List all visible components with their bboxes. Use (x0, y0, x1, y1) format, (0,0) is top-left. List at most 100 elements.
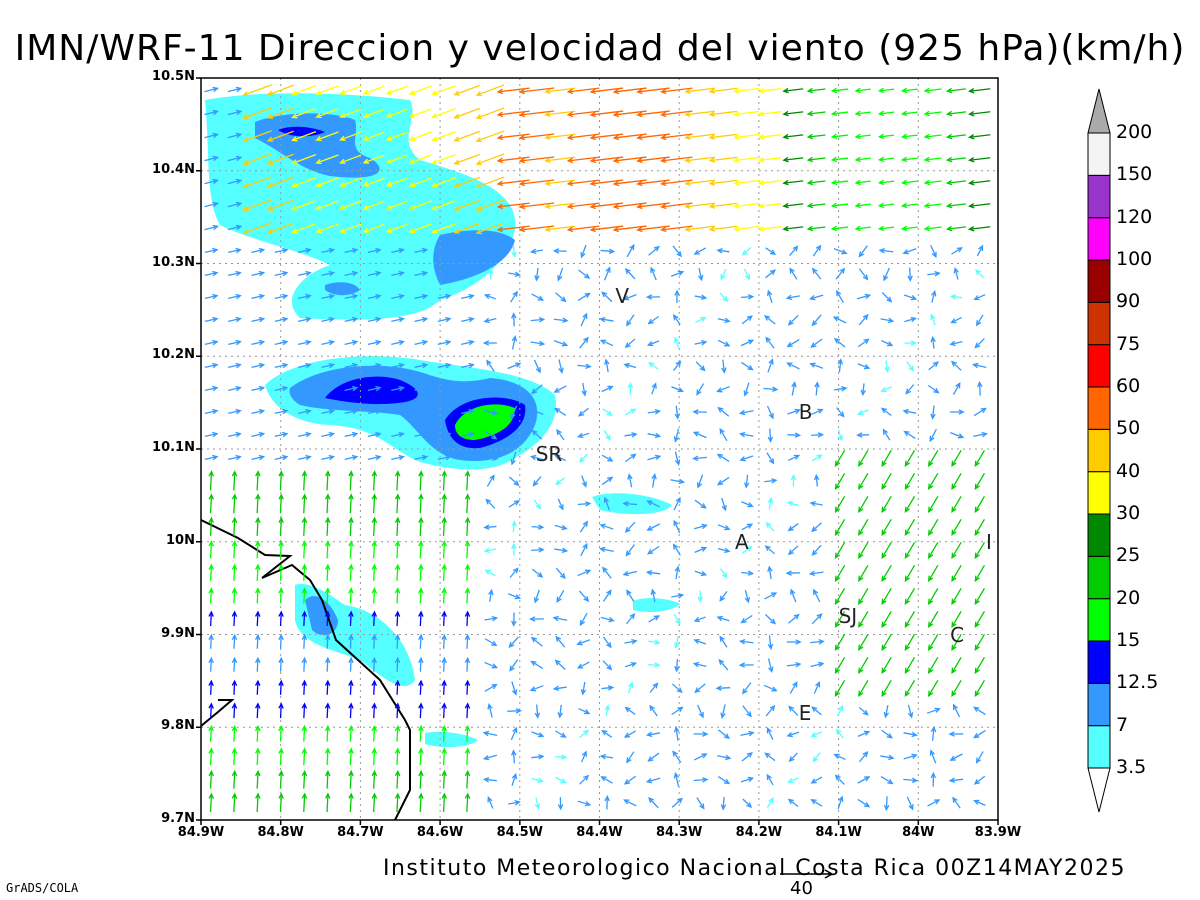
wind-vector (553, 407, 567, 416)
wind-vector (930, 405, 936, 420)
wind-vector (566, 202, 600, 210)
wind-vector (764, 752, 776, 762)
wind-vector (348, 792, 354, 813)
wind-vector (900, 87, 918, 94)
wind-vector (242, 222, 272, 235)
wind-vector (904, 495, 916, 514)
wind-vector (881, 729, 893, 739)
wind-vector (231, 656, 238, 672)
wind-vector (580, 312, 588, 327)
wind-vector (437, 339, 452, 346)
wind-vector (719, 591, 728, 602)
wind-vector (414, 408, 429, 415)
wind-vector (880, 754, 895, 761)
wind-vector (612, 179, 647, 187)
wind-vector (507, 708, 523, 714)
wind-vector (977, 380, 983, 396)
wind-vector (974, 633, 985, 652)
colorbar-level-label: 20 (1116, 586, 1141, 609)
wind-vector (554, 547, 569, 554)
wind-vector (767, 658, 774, 673)
wind-vector (255, 747, 261, 766)
wind-vector (391, 316, 405, 323)
wind-vector (394, 679, 401, 695)
wind-vector (254, 633, 261, 649)
wind-vector (830, 179, 849, 186)
wind-vector (394, 633, 401, 649)
wind-vector (530, 636, 543, 647)
wind-vector (228, 408, 242, 415)
wind-vector (628, 681, 634, 694)
wind-vector (604, 704, 611, 717)
wind-vector (766, 797, 774, 808)
wind-vector (880, 407, 892, 417)
wind-vector (552, 615, 568, 622)
wind-vector (324, 493, 331, 514)
wind-vector (740, 730, 755, 737)
wind-vector (782, 225, 804, 232)
wind-vector (787, 777, 799, 784)
wind-vector (907, 704, 914, 719)
wind-vector (461, 293, 475, 300)
wind-vector (674, 565, 681, 580)
wind-vector (974, 656, 985, 675)
wind-vector (716, 453, 730, 463)
wind-vector (694, 546, 708, 553)
wind-vector (813, 588, 821, 603)
wind-vector (301, 540, 308, 559)
wind-vector (612, 133, 647, 141)
wind-vector (324, 679, 331, 695)
wind-vector (837, 358, 844, 373)
wind-vector (708, 110, 738, 117)
wind-vector (670, 478, 686, 485)
wind-vector (576, 661, 590, 669)
wind-vector (951, 564, 962, 583)
wind-vector (408, 177, 432, 188)
wind-vector (811, 454, 823, 462)
wind-vector (950, 360, 962, 371)
y-tick-label: 9.7N (161, 811, 195, 826)
wind-vector (441, 747, 447, 766)
wind-vector (767, 358, 774, 373)
wind-vector (951, 656, 962, 675)
wind-vector (348, 516, 354, 536)
wind-vector (391, 431, 405, 438)
wind-vector (880, 317, 895, 324)
wind-vector (231, 610, 238, 627)
wind-vector (367, 247, 382, 254)
wind-vector (508, 476, 520, 487)
wind-vector (577, 800, 592, 807)
wind-vector (858, 268, 869, 281)
wind-vector (741, 315, 753, 325)
wind-vector (266, 107, 294, 119)
wind-vector (741, 501, 754, 508)
wind-vector (511, 681, 518, 696)
wind-vector (453, 199, 481, 211)
wind-vector (496, 225, 530, 233)
wind-vector (651, 472, 657, 488)
wind-vector (511, 542, 517, 556)
wind-vector (717, 547, 731, 554)
wind-vector (274, 362, 289, 369)
x-tick-label: 84.7W (337, 825, 384, 840)
x-tick-label: 84.6W (416, 825, 464, 840)
wind-vector (599, 754, 614, 760)
wind-vector (391, 454, 405, 461)
wind-vector (408, 223, 432, 234)
wind-vector (508, 636, 519, 648)
wind-vector (254, 610, 261, 627)
wind-vector (208, 792, 214, 813)
wind-vector (487, 267, 494, 280)
wind-vector (371, 792, 378, 813)
colorbar-level-label: 90 (1116, 290, 1141, 313)
wind-vector (787, 798, 799, 808)
wind-vector (315, 154, 339, 165)
wind-vectors (204, 84, 991, 813)
wind-vector (208, 610, 214, 627)
wind-vector (324, 633, 331, 649)
wind-vector (418, 470, 424, 491)
wind-vector (391, 385, 405, 392)
wind-vector (228, 293, 242, 300)
wind-vector (266, 199, 294, 211)
